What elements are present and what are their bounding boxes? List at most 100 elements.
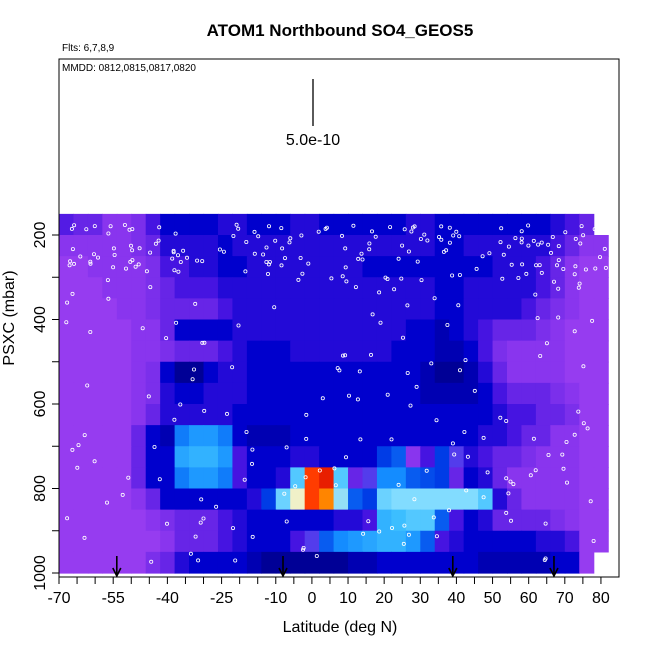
heatmap-cell bbox=[145, 213, 161, 236]
observation-marker bbox=[549, 250, 554, 255]
heatmap-cell bbox=[391, 530, 407, 553]
heatmap-cell bbox=[304, 235, 320, 257]
observation-marker bbox=[230, 365, 235, 370]
heatmap-cell bbox=[290, 319, 306, 342]
heatmap-cell bbox=[319, 404, 335, 426]
heatmap-cell bbox=[304, 361, 320, 384]
observation-marker bbox=[537, 263, 542, 268]
observation-marker bbox=[447, 240, 452, 245]
heatmap-cell bbox=[348, 382, 364, 405]
observation-marker bbox=[82, 535, 87, 540]
profile-arrow-head bbox=[549, 567, 559, 578]
y-axis-label: PSXC (mbar) bbox=[1, 270, 18, 365]
heatmap-cell bbox=[579, 425, 595, 447]
observation-marker bbox=[224, 411, 229, 416]
heatmap-cell bbox=[131, 551, 147, 574]
heatmap-cell bbox=[73, 467, 89, 490]
observation-marker bbox=[535, 316, 540, 321]
heatmap-cell bbox=[232, 488, 248, 511]
heatmap-cell bbox=[275, 509, 291, 532]
heatmap-cell bbox=[189, 404, 205, 426]
heatmap-cell bbox=[362, 298, 378, 321]
heatmap-cell bbox=[492, 467, 508, 490]
observation-marker bbox=[264, 245, 269, 250]
observation-marker bbox=[130, 227, 135, 232]
heatmap-cell bbox=[131, 467, 147, 490]
observation-marker bbox=[70, 447, 75, 452]
observation-marker bbox=[75, 465, 80, 470]
heatmap-cell bbox=[550, 404, 566, 426]
observation-marker bbox=[152, 444, 157, 449]
heatmap-cell bbox=[593, 361, 609, 384]
heatmap-cell bbox=[290, 382, 306, 405]
heatmap-cell bbox=[348, 319, 364, 342]
observation-marker bbox=[434, 534, 439, 539]
heatmap-cell bbox=[87, 361, 103, 384]
heatmap-cell bbox=[492, 361, 508, 384]
heatmap-cell bbox=[564, 340, 580, 363]
heatmap-cell bbox=[434, 256, 450, 278]
heatmap-cell bbox=[319, 467, 335, 490]
heatmap-cell bbox=[535, 213, 551, 236]
observation-marker bbox=[156, 238, 161, 243]
heatmap-cell bbox=[116, 509, 132, 532]
heatmap-cell bbox=[59, 530, 75, 553]
heatmap-cell bbox=[478, 488, 494, 511]
heatmap-cell bbox=[362, 235, 378, 257]
observation-marker bbox=[230, 526, 235, 531]
heatmap-cell bbox=[420, 277, 436, 299]
heatmap-cell bbox=[246, 277, 262, 299]
observation-marker bbox=[588, 499, 593, 504]
heatmap-cell bbox=[319, 446, 335, 468]
heatmap-cell bbox=[492, 446, 508, 468]
observation-marker bbox=[498, 415, 503, 420]
observation-marker bbox=[422, 232, 427, 237]
heatmap bbox=[59, 213, 609, 574]
x-tick-label: 50 bbox=[484, 590, 502, 607]
heatmap-cell bbox=[203, 340, 219, 363]
observation-marker bbox=[412, 224, 417, 229]
observation-marker bbox=[85, 383, 90, 388]
heatmap-cell bbox=[521, 256, 537, 278]
observation-marker bbox=[498, 240, 503, 245]
heatmap-cell bbox=[521, 319, 537, 342]
observation-marker bbox=[149, 559, 154, 564]
observation-marker bbox=[344, 279, 349, 284]
observation-marker bbox=[415, 259, 420, 264]
heatmap-cell bbox=[507, 446, 523, 468]
heatmap-cell bbox=[507, 298, 523, 321]
heatmap-cell bbox=[507, 467, 523, 490]
observation-marker bbox=[508, 518, 513, 523]
heatmap-cell bbox=[189, 235, 205, 257]
heatmap-cell bbox=[405, 382, 421, 405]
observation-marker bbox=[429, 361, 434, 366]
heatmap-cell bbox=[203, 319, 219, 342]
heatmap-cell bbox=[535, 404, 551, 426]
heatmap-cell bbox=[304, 319, 320, 342]
observation-marker bbox=[64, 320, 69, 325]
heatmap-cell bbox=[102, 488, 118, 511]
heatmap-cell bbox=[290, 425, 306, 447]
observation-marker bbox=[236, 226, 241, 231]
heatmap-cell bbox=[73, 361, 89, 384]
observation-marker bbox=[446, 508, 451, 513]
heatmap-cell bbox=[145, 509, 161, 532]
heatmap-cell bbox=[420, 361, 436, 384]
heatmap-cell bbox=[564, 319, 580, 342]
heatmap-cell bbox=[319, 319, 335, 342]
heatmap-cell bbox=[246, 488, 262, 511]
heatmap-cell bbox=[102, 361, 118, 384]
heatmap-cell bbox=[564, 404, 580, 426]
heatmap-cell bbox=[131, 213, 147, 236]
heatmap-cell bbox=[73, 404, 89, 426]
heatmap-cell bbox=[59, 551, 75, 574]
heatmap-cell bbox=[449, 488, 465, 511]
observation-marker bbox=[196, 558, 201, 563]
heatmap-cell bbox=[521, 213, 537, 236]
heatmap-cell bbox=[376, 382, 392, 405]
observation-marker bbox=[68, 259, 73, 264]
heatmap-cell bbox=[434, 361, 450, 384]
heatmap-cell bbox=[232, 382, 248, 405]
heatmap-cell bbox=[579, 488, 595, 511]
